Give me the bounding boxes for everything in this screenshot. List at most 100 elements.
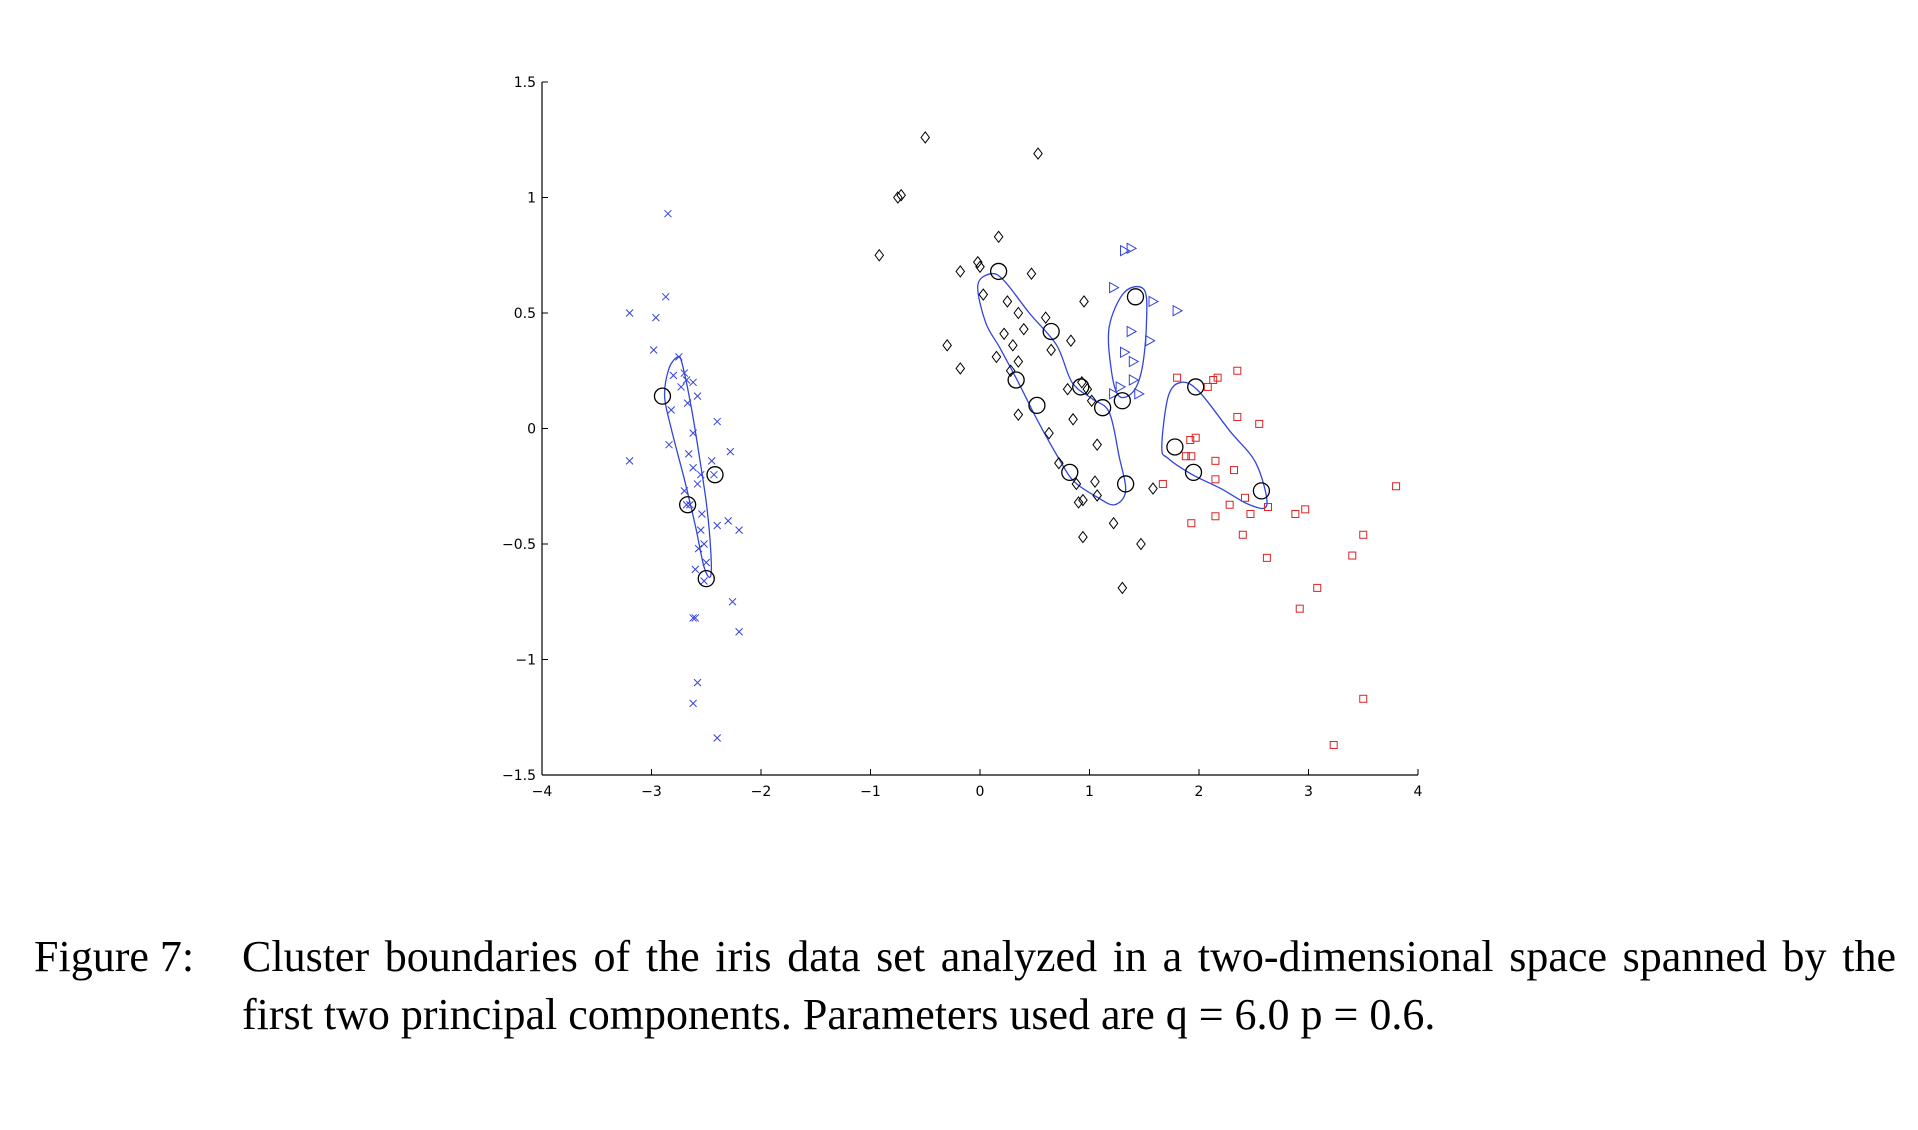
point-diamond-marker bbox=[1018, 322, 1029, 336]
point-diamond-marker bbox=[991, 350, 1002, 364]
point-triangle-marker bbox=[1120, 346, 1131, 359]
point-x-marker bbox=[682, 500, 691, 509]
point-x-marker bbox=[680, 369, 689, 377]
point-x-marker bbox=[689, 614, 697, 622]
point-x-marker bbox=[691, 565, 700, 574]
support-vector-circle bbox=[1126, 288, 1145, 306]
point-diamond-marker bbox=[1092, 438, 1102, 451]
x-tick-label: 0 bbox=[976, 784, 985, 800]
point-diamond-marker bbox=[1092, 489, 1102, 502]
point-x-marker bbox=[661, 292, 670, 301]
support-vector-circle bbox=[1061, 463, 1079, 482]
support-vector-circle bbox=[1252, 482, 1271, 500]
cluster-boundary bbox=[1161, 381, 1268, 510]
point-triangle-marker bbox=[1109, 388, 1120, 400]
point-x-marker bbox=[726, 447, 735, 456]
point-square-marker bbox=[1233, 412, 1242, 421]
point-diamond-marker bbox=[1148, 482, 1158, 495]
point-diamond-marker bbox=[1005, 364, 1016, 378]
point-triangle-marker bbox=[1115, 381, 1127, 393]
point-x-marker bbox=[680, 487, 689, 495]
point-diamond-marker bbox=[1046, 343, 1057, 357]
support-vector-circle bbox=[1116, 475, 1135, 493]
point-square-marker bbox=[1348, 551, 1357, 560]
point-diamond-marker bbox=[999, 327, 1009, 341]
point-x-marker bbox=[652, 313, 660, 322]
data-points bbox=[625, 131, 1401, 749]
y-tick-label: 0.5 bbox=[514, 306, 536, 322]
support-vector-circle bbox=[706, 466, 724, 484]
point-x-marker bbox=[707, 456, 716, 465]
support-vector-circle bbox=[697, 570, 715, 588]
point-square-marker bbox=[1313, 583, 1322, 592]
point-x-marker bbox=[689, 463, 697, 472]
point-square-marker bbox=[1291, 509, 1300, 518]
point-x-marker bbox=[689, 699, 697, 708]
point-diamond-marker bbox=[972, 255, 983, 269]
point-diamond-marker bbox=[1108, 516, 1119, 530]
point-x-marker bbox=[724, 517, 733, 525]
point-x-marker bbox=[693, 480, 702, 488]
x-tick-label: −3 bbox=[641, 784, 662, 800]
point-square-marker bbox=[1187, 519, 1196, 528]
point-diamond-marker bbox=[1082, 382, 1093, 396]
caption-label: Figure 7: bbox=[34, 932, 195, 981]
support-vector-circle bbox=[1184, 463, 1203, 482]
point-x-marker bbox=[677, 383, 685, 391]
y-tick-label: 0 bbox=[527, 422, 536, 438]
point-x-marker bbox=[702, 558, 711, 567]
point-diamond-marker bbox=[955, 265, 966, 278]
point-square-marker bbox=[1392, 482, 1401, 491]
point-x-marker bbox=[667, 406, 676, 414]
point-x-marker bbox=[713, 734, 722, 742]
point-square-marker bbox=[1246, 509, 1255, 518]
point-square-marker bbox=[1359, 530, 1368, 539]
point-x-marker bbox=[710, 470, 718, 479]
point-square-marker bbox=[1211, 512, 1220, 521]
point-square-marker bbox=[1240, 493, 1249, 502]
point-diamond-marker bbox=[874, 248, 885, 262]
point-square-marker bbox=[1209, 375, 1218, 384]
point-diamond-marker bbox=[1136, 537, 1146, 551]
support-vector-circle bbox=[1093, 399, 1112, 417]
point-square-marker bbox=[1295, 604, 1304, 613]
support-vector-circle bbox=[1113, 392, 1131, 410]
point-x-marker bbox=[694, 544, 703, 553]
point-x-marker bbox=[664, 209, 672, 218]
point-diamond-marker bbox=[1078, 493, 1088, 507]
point-diamond-marker bbox=[993, 230, 1004, 244]
point-x-marker bbox=[689, 429, 697, 437]
point-square-marker bbox=[1173, 373, 1182, 382]
cluster-boundary bbox=[977, 272, 1127, 506]
support-vector-circle bbox=[1007, 371, 1025, 389]
support-vector-circle bbox=[1028, 396, 1046, 415]
point-x-marker bbox=[685, 500, 694, 509]
x-tick-label: 3 bbox=[1304, 784, 1313, 800]
x-tick-label: 4 bbox=[1414, 784, 1423, 800]
point-triangle-marker bbox=[1128, 374, 1140, 386]
point-x-marker bbox=[682, 376, 691, 384]
y-tick-label: 1 bbox=[527, 191, 536, 207]
point-x-marker bbox=[689, 378, 697, 387]
point-diamond-marker bbox=[1117, 581, 1128, 595]
point-square-marker bbox=[1191, 433, 1200, 442]
point-diamond-marker bbox=[1079, 295, 1089, 308]
point-x-marker bbox=[684, 450, 693, 458]
point-square-marker bbox=[1359, 694, 1368, 703]
point-x-marker bbox=[649, 346, 658, 354]
point-square-marker bbox=[1158, 479, 1167, 488]
x-tick-label: 2 bbox=[1195, 784, 1204, 800]
point-square-marker bbox=[1263, 503, 1272, 512]
point-x-marker bbox=[693, 392, 702, 401]
point-diamond-marker bbox=[1040, 311, 1051, 324]
point-square-marker bbox=[1213, 373, 1222, 382]
x-tick-label: 1 bbox=[1085, 784, 1094, 800]
point-square-marker bbox=[1255, 419, 1264, 428]
support-vector-circle bbox=[1187, 378, 1205, 396]
point-square-marker bbox=[1186, 436, 1195, 445]
x-tick-label: −1 bbox=[860, 784, 881, 800]
point-triangle-marker bbox=[1148, 295, 1160, 308]
point-triangle-marker bbox=[1109, 281, 1120, 294]
point-square-marker bbox=[1262, 553, 1271, 562]
axes: −4 −3 −2 −1 0 1 2 3 4 −1.5 −1 −0.5 0 0.5 1 1.5 bbox=[502, 75, 1423, 800]
